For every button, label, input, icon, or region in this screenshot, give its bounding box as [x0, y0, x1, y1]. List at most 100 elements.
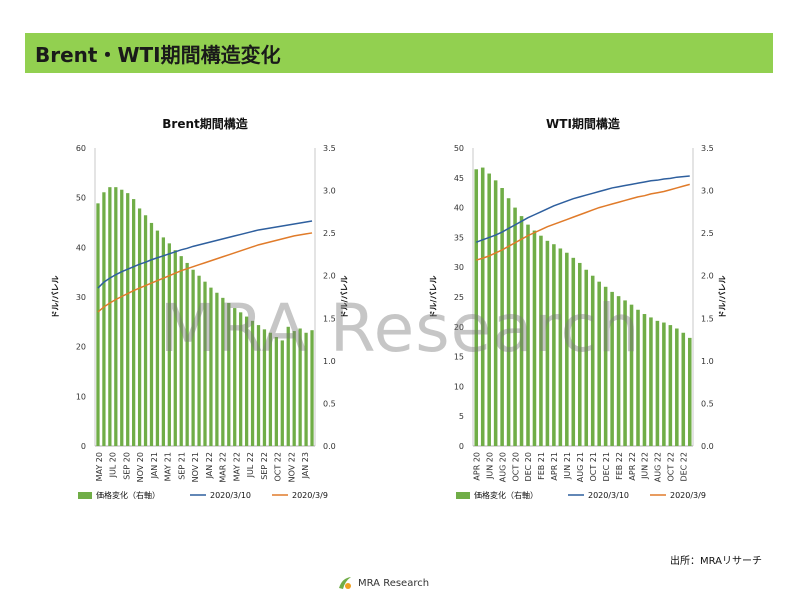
wti-bar: [597, 281, 601, 446]
wti-bar: [487, 173, 491, 446]
brent-ytick-left: 60: [76, 144, 86, 153]
brent-bar: [239, 312, 243, 446]
wti-bar: [545, 240, 550, 446]
wti-ytick-left: 10: [454, 382, 464, 391]
wti-bar: [480, 167, 485, 446]
brent-ytick-right: 2.5: [323, 229, 336, 238]
brent-bar: [96, 203, 100, 446]
wti-xtick: OCT 20: [511, 452, 520, 482]
wti-bar: [532, 230, 537, 446]
wti-ytick-right: 3.0: [701, 187, 714, 196]
brent-bar: [268, 332, 273, 446]
wti-bar: [577, 262, 582, 446]
wti-ytick-left: 25: [454, 293, 464, 302]
wti-xtick: AUG 21: [576, 452, 585, 482]
brent-bar: [304, 332, 308, 446]
wti-chart: WTI期間構造 0 5 10 15 20 25 30 35 40 45 50 0.0 0.5 1.0 1.5 2…: [418, 100, 748, 520]
brent-ytick-left: 50: [76, 194, 86, 203]
brent-bar: [102, 192, 106, 446]
wti-bar: [506, 198, 511, 446]
wti-bar: [681, 332, 686, 446]
wti-legend-bar-label: 価格変化（右軸）: [474, 490, 538, 500]
wti-ylabel-left: ドル/バレル: [429, 276, 438, 319]
wti-chart-svg: WTI期間構造 0 5 10 15 20 25 30 35 40 45 50 0.0 0.5 1.0 1.5 2…: [429, 116, 727, 500]
wti-ytick-left: 20: [454, 323, 464, 332]
brent-chart-svg: Brent期間構造 0 10 20 30 40 50 60 0.0 0.5 1.0 1.5 2.0 2.5…: [51, 116, 349, 500]
wti-ytick-left: 35: [454, 233, 464, 242]
brent-bar: [191, 269, 195, 446]
brent-bar: [120, 189, 124, 446]
wti-legend-line2-label: 2020/3/9: [670, 491, 706, 500]
brent-bar: [203, 281, 207, 446]
wti-bar: [571, 257, 576, 446]
source-note: 出所：MRAリサーチ: [669, 556, 762, 567]
brent-ytick-right: 3.0: [323, 187, 336, 196]
brent-bar: [250, 320, 255, 446]
wti-ytick-right: 0.5: [701, 399, 714, 408]
wti-bar: [584, 269, 589, 446]
wti-bar: [519, 216, 524, 446]
wti-ytick-left: 5: [459, 412, 464, 421]
wti-bar: [668, 325, 673, 446]
brent-bar: [262, 329, 267, 446]
wti-bar: [558, 248, 563, 446]
brent-xtick: MAY 21: [164, 452, 173, 481]
wti-xtick: DEC 22: [680, 452, 689, 482]
wti-bar: [552, 244, 556, 446]
brent-ytick-right: 0.0: [323, 442, 336, 451]
brent-ylabel-left: ドル/バレル: [51, 276, 60, 319]
brent-bar: [173, 250, 177, 446]
wti-ytick-left: 45: [454, 174, 464, 183]
brent-bar: [197, 275, 201, 446]
brent-bar: [132, 199, 136, 446]
wti-xtick: APR 21: [550, 452, 559, 481]
wti-xtick: OCT 21: [589, 452, 598, 482]
brent-ytick-left: 20: [76, 343, 86, 352]
page-header: Brent・WTI期間構造変化: [25, 33, 773, 73]
mra-logo-icon: [339, 577, 351, 589]
brent-bar: [280, 340, 284, 446]
wti-xtick: APR 20: [473, 452, 482, 481]
brent-xtick: MAY 20: [95, 452, 104, 481]
brent-line-2: [97, 232, 313, 313]
brent-bar: [233, 308, 237, 446]
wti-ytick-right: 1.0: [701, 357, 714, 366]
brent-bar: [114, 187, 118, 447]
wti-line-2: [476, 183, 690, 261]
brent-xtick: JAN 21: [150, 452, 159, 479]
brent-xtick: NOV 21: [191, 452, 200, 482]
brent-bar: [310, 330, 314, 446]
brent-xtick: SEP 21: [177, 452, 186, 480]
brent-ytick-right: 1.0: [323, 357, 336, 366]
brent-bar: [137, 208, 142, 446]
brent-bar: [274, 337, 278, 446]
brent-legend-bar-swatch: [78, 492, 92, 499]
brent-bar: [221, 297, 225, 446]
brent-line-1: [97, 220, 313, 289]
brent-ytick-right: 1.5: [323, 314, 336, 323]
wti-ytick-right: 2.0: [701, 272, 714, 281]
wti-ytick-right: 2.5: [701, 229, 714, 238]
wti-bar: [675, 328, 679, 446]
brent-bar: [227, 302, 231, 446]
brent-ytick-left: 40: [76, 243, 86, 252]
wti-bar: [642, 314, 647, 446]
wti-ytick-left: 0: [459, 442, 464, 451]
brent-xtick: NOV 20: [136, 452, 145, 482]
brent-legend-line1-label: 2020/3/10: [210, 491, 251, 500]
wti-bar: [539, 235, 543, 446]
brent-chart: Brent期間構造 0 10 20 30 40 50 60 0.0 0.5 1.0 1.5 2.0 2.5…: [40, 100, 370, 520]
wti-bar: [610, 291, 614, 446]
brent-bar: [215, 292, 219, 446]
brent-bar: [286, 326, 290, 446]
wti-bar: [500, 188, 504, 446]
brent-legend-line2-label: 2020/3/9: [292, 491, 328, 500]
brent-xtick: JUL 20: [109, 452, 118, 478]
wti-xtick: JUN 22: [641, 452, 650, 480]
wti-bar: [513, 207, 517, 446]
wti-bar: [623, 300, 627, 446]
brent-bar: [256, 325, 261, 446]
wti-bar: [474, 169, 479, 446]
brent-bar: [143, 215, 148, 446]
brent-bar: [179, 256, 183, 446]
